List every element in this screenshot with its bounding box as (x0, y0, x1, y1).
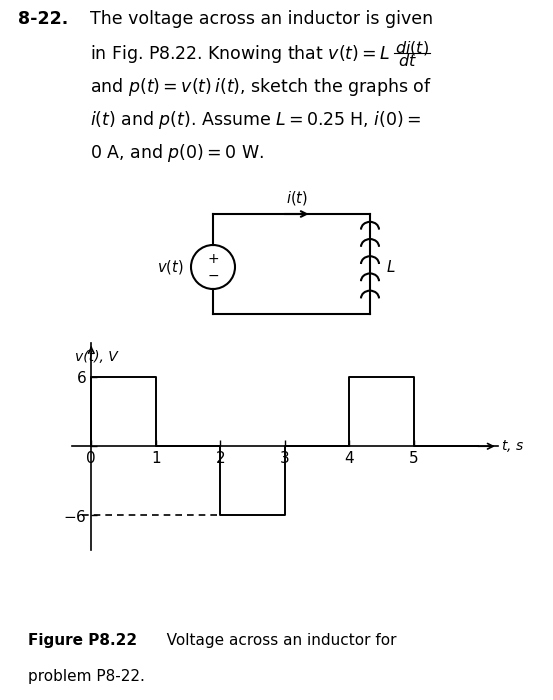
Text: problem P8-22.: problem P8-22. (28, 668, 144, 683)
Text: The voltage across an inductor is given: The voltage across an inductor is given (90, 10, 433, 28)
Text: 0 A, and $p(0) = 0$ W.: 0 A, and $p(0) = 0$ W. (90, 142, 264, 164)
Text: v(t), V: v(t), V (75, 350, 118, 364)
Text: and $p(t) = v(t)\,i(t)$, sketch the graphs of: and $p(t) = v(t)\,i(t)$, sketch the grap… (90, 76, 432, 98)
Text: Voltage across an inductor for: Voltage across an inductor for (152, 634, 397, 648)
Text: $i(t)$: $i(t)$ (285, 189, 307, 207)
Text: $di(t)$: $di(t)$ (395, 39, 429, 57)
Text: in Fig. P8.22. Knowing that $v(t) = L$: in Fig. P8.22. Knowing that $v(t) = L$ (90, 43, 390, 65)
Text: 8-22.: 8-22. (18, 10, 68, 28)
Text: $L$: $L$ (386, 259, 395, 275)
Text: −: − (207, 269, 219, 283)
Text: $i(t)$ and $p(t)$. Assume $L = 0.25$ H, $i(0) =$: $i(t)$ and $p(t)$. Assume $L = 0.25$ H, … (90, 109, 421, 131)
Text: $dt$: $dt$ (398, 53, 417, 69)
Text: $t$, s: $t$, s (501, 438, 524, 454)
Text: $v(t)$: $v(t)$ (156, 258, 183, 276)
Text: +: + (207, 252, 219, 266)
Text: Figure P8.22: Figure P8.22 (28, 634, 137, 648)
